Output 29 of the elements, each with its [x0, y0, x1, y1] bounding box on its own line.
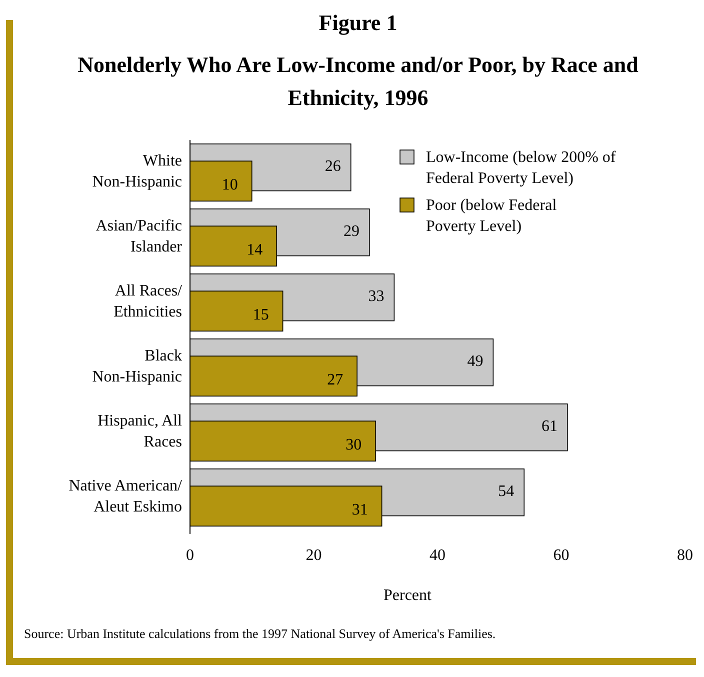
- source-note: Source: Urban Institute calculations from the 1997 National Survey of America's Families.: [24, 626, 496, 641]
- data-label: 30: [346, 436, 362, 454]
- data-label: 31: [352, 502, 368, 519]
- legend-label: Low-Income (below 200% of Federal Poverty Level): [426, 149, 616, 187]
- data-label: 33: [368, 288, 384, 306]
- y-tick-label: Hispanic, All Races: [98, 412, 183, 451]
- x-tick-label: 20: [306, 547, 322, 564]
- data-label: 15: [252, 306, 269, 324]
- chart-title: Figure 1: [318, 10, 398, 35]
- y-tick-label: Asian/Pacific Islander: [96, 218, 183, 256]
- data-label: 26: [324, 158, 341, 176]
- data-label: 29: [343, 223, 360, 240]
- y-tick-label: Native American/ Aleut Eskimo: [68, 478, 183, 516]
- x-tick-label: 80: [677, 547, 693, 564]
- y-tick-label: White Non-Hispanic: [92, 152, 182, 191]
- data-label: 54: [498, 483, 514, 500]
- x-axis-title: Percent: [384, 587, 432, 604]
- data-label: 10: [222, 176, 238, 194]
- y-tick-label: All Races/ Ethnicities: [114, 282, 183, 321]
- data-label: 27: [327, 372, 344, 389]
- x-tick-label: 60: [553, 547, 570, 564]
- data-label: 61: [541, 418, 558, 436]
- data-label: 49: [467, 353, 484, 370]
- x-tick-label: 40: [430, 547, 446, 564]
- y-tick-label: Black Non-Hispanic: [92, 348, 182, 386]
- chart-subtitle: Nonelderly Who Are Low-Income and/or Poor, by Race and Ethnicity, 1996: [78, 52, 638, 110]
- x-tick-label: 0: [186, 547, 194, 564]
- legend-label: Poor (below Federal Poverty Level): [426, 197, 558, 235]
- data-label: 14: [246, 242, 263, 259]
